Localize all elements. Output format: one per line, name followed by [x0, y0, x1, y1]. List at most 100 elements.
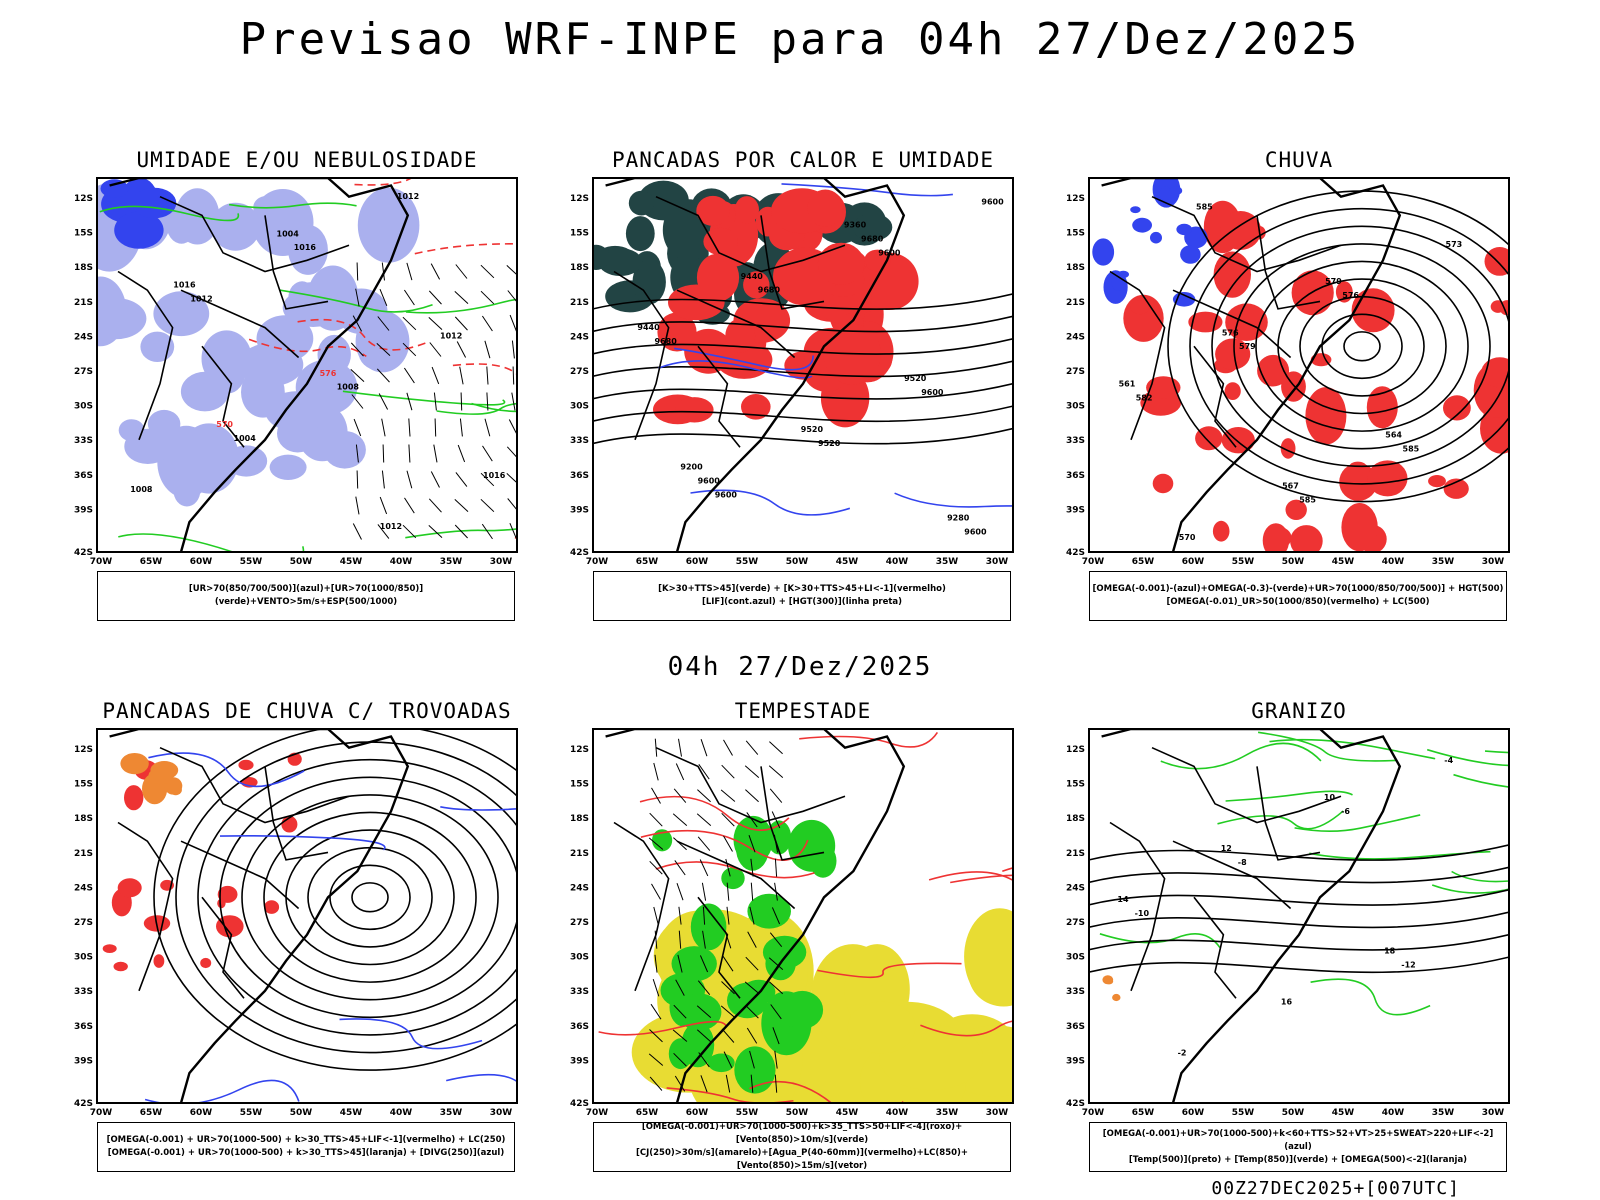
wind-vector	[428, 290, 442, 305]
wind-850-vector	[673, 1004, 687, 1019]
lon-tick-label: 65W	[140, 557, 163, 567]
omega-area	[1169, 186, 1183, 196]
low-level-jet-area	[734, 1046, 776, 1094]
lat-tick-label: 15S	[570, 229, 589, 239]
contour-label: 16	[1281, 998, 1293, 1007]
lat-tick-label: 12S	[1066, 194, 1085, 204]
thunderstorm-area	[200, 957, 212, 969]
low-level-jet-area	[690, 903, 727, 951]
rain-area	[1146, 376, 1181, 399]
wind-850-vector	[672, 1029, 688, 1042]
wind-850-vector	[696, 1005, 712, 1018]
contour-label: 10	[1324, 793, 1336, 802]
height-500-contour	[1167, 190, 1509, 503]
wind-vector	[506, 473, 517, 484]
wind-850-vector	[649, 812, 663, 827]
wind-850-vector	[651, 883, 661, 900]
instability-strong-area	[734, 196, 759, 224]
instability-strong-area	[675, 397, 714, 423]
streamline	[307, 846, 433, 948]
wind-vector	[454, 524, 468, 539]
wind-vector	[406, 392, 413, 411]
wind-vector	[454, 316, 468, 331]
humidity-area	[317, 334, 351, 375]
humidity-area	[140, 331, 175, 362]
wind-850-vector	[720, 1005, 736, 1018]
state-border	[1193, 345, 1237, 448]
lon-tick-label: 70W	[90, 1108, 113, 1118]
wind-vector	[379, 289, 388, 306]
state-border	[697, 345, 741, 448]
state-border	[159, 195, 350, 273]
height-500-contour	[1343, 331, 1381, 362]
state-border	[159, 746, 350, 824]
precipitable-water-contour	[598, 1020, 728, 1036]
lat-tick-label: 12S	[570, 745, 589, 755]
low-level-jet-area	[735, 824, 770, 871]
contour-label: 9520	[904, 374, 927, 383]
contour-label: 1004	[234, 434, 257, 443]
lifted-index-contour	[690, 489, 851, 516]
lat-tick-label: 33S	[74, 436, 93, 446]
state-border	[1256, 215, 1321, 310]
lat-tick-label: 15S	[570, 780, 589, 790]
state-border	[180, 289, 300, 359]
wind-vector	[486, 392, 489, 411]
wind-vector	[484, 340, 491, 359]
lifted-index-contour	[781, 183, 953, 197]
lat-tick-label: 24S	[1066, 883, 1085, 893]
state-border	[676, 840, 796, 910]
wind-vector	[430, 471, 440, 488]
lat-tick-label: 12S	[1066, 745, 1085, 755]
height-300-contour	[593, 382, 1013, 400]
precipitable-water-contour	[749, 1081, 904, 1103]
coastline	[109, 729, 410, 1103]
legend-line: [OMEGA(-0.001) + UR>70(1000-500) + k>30_…	[107, 1148, 505, 1158]
lat-tick-label: 18S	[570, 814, 589, 824]
wind-vector	[428, 317, 443, 330]
wind-850-vector	[653, 906, 659, 925]
divergence-contour	[440, 806, 517, 811]
lat-tick-label: 39S	[74, 1056, 93, 1066]
state-border	[1109, 270, 1166, 441]
lon-tick-label: 40W	[390, 1108, 413, 1118]
wind-vector	[433, 444, 438, 463]
lat-tick-label: 24S	[570, 332, 589, 342]
wind-vector	[356, 262, 359, 281]
streamline	[329, 864, 411, 931]
wind-850-vector	[696, 813, 712, 826]
wind-vector	[402, 342, 417, 357]
wind-vector	[430, 263, 441, 280]
divergence-contour	[148, 752, 305, 788]
wind-850-vector	[772, 1027, 780, 1045]
wind-850-vector	[676, 883, 684, 901]
wind-vector	[512, 366, 515, 385]
contour-label: 9520	[801, 425, 824, 434]
wind-850-vector	[721, 764, 735, 779]
lon-tick-label: 35W	[1432, 557, 1455, 567]
wind-vector	[377, 316, 390, 331]
wind-vector	[456, 341, 467, 358]
legend-line: [OMEGA(-0.001)-(azul)+OMEGA(-0.3)-(verde…	[1092, 584, 1504, 594]
wind-vector	[402, 316, 417, 331]
lon-tick-label: 65W	[1132, 557, 1155, 567]
wind-vector	[506, 446, 517, 459]
instability-area	[632, 259, 666, 305]
contour-label: 582	[1136, 393, 1153, 402]
humidity-low-level-contour	[405, 298, 517, 314]
state-border	[1256, 766, 1321, 861]
lat-tick-label: 39S	[570, 505, 589, 515]
temp-850-contour	[1310, 978, 1431, 1016]
wind-vector	[408, 418, 411, 437]
lat-tick-label: 12S	[74, 194, 93, 204]
streamline	[153, 729, 517, 1071]
lat-tick-label: 33S	[570, 436, 589, 446]
legend-line: [UR>70(850/700/500)](azul)+[UR>70(1000/8…	[188, 584, 424, 607]
map-frame	[1088, 177, 1510, 553]
wind-850-vector	[697, 980, 711, 996]
humidity-low-level-contour	[405, 528, 517, 539]
contour-label: 1016	[294, 243, 317, 252]
wind-vector	[376, 343, 391, 356]
wind-vector	[352, 523, 362, 540]
rain-area	[1366, 386, 1398, 429]
